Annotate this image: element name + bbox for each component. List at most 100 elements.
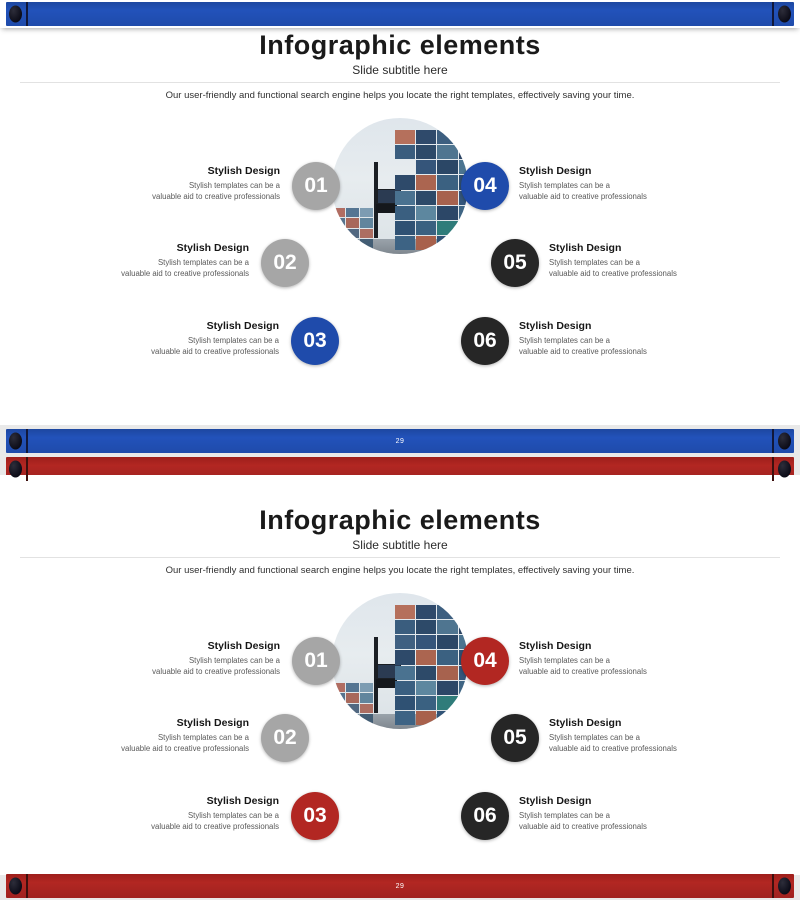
node-circle-04-red[interactable]: 04 bbox=[461, 637, 509, 685]
node-circle-03-red[interactable]: 03 bbox=[291, 792, 339, 840]
node-body-01-red-line2: valuable aid to creative professionals bbox=[152, 667, 280, 677]
footer-knob-left-icon bbox=[9, 432, 22, 450]
node-body-04-line1: Stylish templates can be a bbox=[519, 181, 611, 190]
slide-red-lede: Our user-friendly and functional search … bbox=[165, 565, 635, 576]
node-number-03-red: 03 bbox=[303, 803, 327, 827]
slide-blue-footer-bar: 29 bbox=[0, 427, 800, 455]
node-number-06-red: 06 bbox=[473, 803, 497, 827]
header-bar-divider-right bbox=[772, 2, 774, 26]
header-bar-fill bbox=[6, 2, 794, 26]
node-heading-01: Stylish Design bbox=[207, 165, 280, 177]
footer-knob-right-icon bbox=[778, 432, 791, 450]
node-text-06-red: Stylish Design Stylish templates can be … bbox=[519, 795, 709, 833]
node-heading-04: Stylish Design bbox=[519, 165, 592, 177]
node-number-01: 01 bbox=[304, 173, 328, 197]
header-bar-divider-left-red bbox=[26, 457, 28, 481]
node-heading-05-red: Stylish Design bbox=[549, 717, 622, 729]
node-number-06: 06 bbox=[473, 328, 497, 352]
header-knob-right-icon bbox=[778, 5, 791, 23]
node-text-04-red: Stylish Design Stylish templates can be … bbox=[519, 640, 709, 678]
node-body-03-red-line2: valuable aid to creative professionals bbox=[151, 822, 279, 832]
footer-knob-right-icon-red bbox=[778, 877, 791, 895]
photo-far-containers-red bbox=[332, 682, 373, 724]
node-circle-06-red[interactable]: 06 bbox=[461, 792, 509, 840]
slide-blue-header-bar bbox=[0, 0, 800, 28]
photo-container-stack-red bbox=[394, 605, 468, 725]
node-body-05-line1: Stylish templates can be a bbox=[549, 258, 641, 267]
node-number-05-red: 05 bbox=[503, 725, 527, 749]
slide-red-title: Infographic elements bbox=[259, 505, 541, 535]
slide-blue-lede: Our user-friendly and functional search … bbox=[165, 90, 635, 101]
node-circle-04[interactable]: 04 bbox=[461, 162, 509, 210]
footer-knob-left-icon-red bbox=[9, 877, 22, 895]
node-text-05-red: Stylish Design Stylish templates can be … bbox=[549, 717, 739, 755]
node-body-03-line2: valuable aid to creative professionals bbox=[151, 347, 279, 357]
footer-bar-divider-right bbox=[772, 429, 774, 453]
header-knob-left-icon-red bbox=[9, 460, 22, 478]
node-number-05: 05 bbox=[503, 250, 527, 274]
node-body-03-line1: Stylish templates can be a bbox=[187, 336, 279, 345]
node-circle-01[interactable]: 01 bbox=[292, 162, 340, 210]
node-number-03: 03 bbox=[303, 328, 327, 352]
photo-crane-mast-red bbox=[374, 636, 379, 713]
slide-red[interactable]: Infographic elements Slide subtitle here… bbox=[0, 475, 800, 875]
node-circle-01-red[interactable]: 01 bbox=[292, 637, 340, 685]
slide-blue-divider-rule bbox=[20, 82, 780, 83]
node-body-01-line1: Stylish templates can be a bbox=[188, 181, 280, 190]
node-body-06-line2: valuable aid to creative professionals bbox=[519, 347, 647, 357]
node-text-02: Stylish Design Stylish templates can be … bbox=[69, 242, 249, 280]
node-text-01: Stylish Design Stylish templates can be … bbox=[100, 165, 280, 203]
footer-bar-fill-red bbox=[6, 874, 794, 898]
node-heading-03-red: Stylish Design bbox=[206, 795, 279, 807]
node-number-01-red: 01 bbox=[304, 648, 328, 672]
footer-bar-divider-left-red2 bbox=[26, 874, 28, 898]
node-heading-04-red: Stylish Design bbox=[519, 640, 592, 652]
node-text-03: Stylish Design Stylish templates can be … bbox=[99, 320, 279, 358]
header-bar-divider-right-red bbox=[772, 457, 774, 481]
node-text-04: Stylish Design Stylish templates can be … bbox=[519, 165, 709, 203]
photo-far-containers bbox=[332, 207, 373, 249]
node-circle-06[interactable]: 06 bbox=[461, 317, 509, 365]
node-circle-05[interactable]: 05 bbox=[491, 239, 539, 287]
node-body-05-red-line1: Stylish templates can be a bbox=[549, 733, 641, 742]
slide-blue-title: Infographic elements bbox=[259, 30, 541, 60]
node-number-02-red: 02 bbox=[273, 725, 297, 749]
slide-red-divider-rule bbox=[20, 557, 780, 558]
node-body-06-red-line2: valuable aid to creative professionals bbox=[519, 822, 647, 832]
footer-bar-divider-right-red2 bbox=[772, 874, 774, 898]
slide-blue[interactable]: Infographic elements Slide subtitle here… bbox=[0, 0, 800, 425]
photo-container-stack bbox=[394, 130, 468, 250]
header-bar-divider-left bbox=[26, 2, 28, 26]
node-circle-02-red[interactable]: 02 bbox=[261, 714, 309, 762]
node-circle-05-red[interactable]: 05 bbox=[491, 714, 539, 762]
node-body-02-red-line1: Stylish templates can be a bbox=[157, 733, 249, 742]
node-heading-06: Stylish Design bbox=[519, 320, 592, 332]
node-body-06-line1: Stylish templates can be a bbox=[519, 336, 611, 345]
header-knob-right-icon-red bbox=[778, 460, 791, 478]
photo-crane-spreader-red bbox=[375, 678, 398, 689]
node-circle-03[interactable]: 03 bbox=[291, 317, 339, 365]
node-heading-02: Stylish Design bbox=[176, 242, 249, 254]
slide-blue-subtitle: Slide subtitle here bbox=[352, 63, 448, 77]
slide-red-subtitle: Slide subtitle here bbox=[352, 538, 448, 552]
node-heading-01-red: Stylish Design bbox=[207, 640, 280, 652]
footer-bar-divider-left bbox=[26, 429, 28, 453]
node-circle-02[interactable]: 02 bbox=[261, 239, 309, 287]
node-body-05-line2: valuable aid to creative professionals bbox=[549, 269, 677, 279]
node-body-05-red-line2: valuable aid to creative professionals bbox=[549, 744, 677, 754]
slide-red-footer-bar: 29 bbox=[0, 872, 800, 900]
node-heading-06-red: Stylish Design bbox=[519, 795, 592, 807]
node-body-03-red-line1: Stylish templates can be a bbox=[187, 811, 279, 820]
node-text-02-red: Stylish Design Stylish templates can be … bbox=[69, 717, 249, 755]
header-knob-left-icon bbox=[9, 5, 22, 23]
footer-bar-fill bbox=[6, 429, 794, 453]
node-text-06: Stylish Design Stylish templates can be … bbox=[519, 320, 709, 358]
node-heading-02-red: Stylish Design bbox=[176, 717, 249, 729]
ring-segment-dark-red bbox=[321, 583, 479, 740]
center-photo-red bbox=[332, 593, 468, 729]
node-body-06-red-line1: Stylish templates can be a bbox=[519, 811, 611, 820]
slide-blue-page-number: 29 bbox=[395, 437, 405, 445]
node-text-05: Stylish Design Stylish templates can be … bbox=[549, 242, 739, 280]
node-text-01-red: Stylish Design Stylish templates can be … bbox=[100, 640, 280, 678]
